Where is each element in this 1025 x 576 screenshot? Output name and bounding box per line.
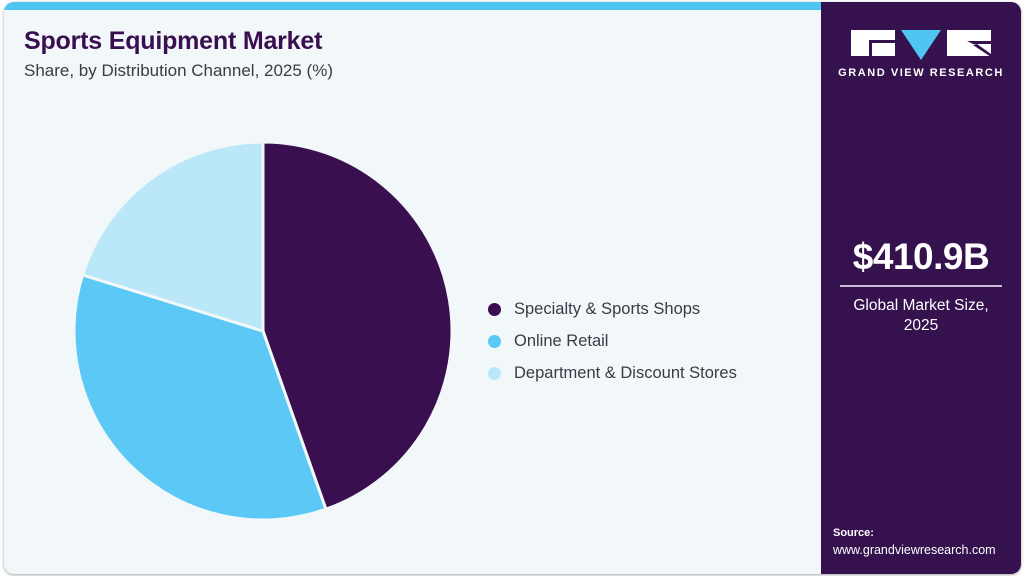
market-size-caption: Global Market Size, 2025: [853, 296, 989, 334]
grand-view-research-logo: GRAND VIEW RESEARCH: [821, 30, 1021, 79]
legend-label: Online Retail: [514, 331, 609, 350]
legend-item[interactable]: Specialty & Sports Shops: [488, 293, 737, 325]
market-size-value: $410.9B: [852, 236, 990, 277]
logo-v-triangle-icon: [901, 30, 941, 60]
top-accent-bar: [4, 2, 821, 10]
legend-color-swatch-icon: [488, 302, 501, 316]
pie-slice[interactable]: [72, 272, 328, 522]
pie-chart-svg: [72, 140, 454, 522]
chart-legend: Specialty & Sports Shops Online Retail Dep…: [488, 293, 737, 389]
legend-color-swatch-icon: [488, 334, 501, 348]
legend-item[interactable]: Online Retail: [488, 325, 737, 357]
legend-label: Specialty & Sports Shops: [514, 299, 701, 318]
sidebar-panel: GRAND VIEW RESEARCH $410.9B Global Marke…: [821, 2, 1021, 574]
pie-chart: [70, 136, 460, 526]
legend-label: Department & Discount Stores: [514, 363, 737, 382]
logo-wordmark: GRAND VIEW RESEARCH: [838, 67, 1004, 79]
market-size-stat: $410.9B Global Market Size, 2025: [821, 236, 1021, 336]
pie-slice[interactable]: [261, 140, 454, 512]
page-subtitle: Share, by Distribution Channel, 2025 (%): [24, 61, 333, 80]
legend-color-swatch-icon: [488, 366, 501, 380]
page-title: Sports Equipment Market: [24, 27, 323, 55]
pie-slice[interactable]: [80, 140, 265, 334]
logo-r-icon: [947, 30, 991, 57]
source-url[interactable]: www.grandviewresearch.com: [833, 543, 996, 558]
source-block: Source: www.grandviewresearch.com: [833, 526, 1015, 559]
logo-g-icon: [851, 30, 895, 56]
stat-divider: [840, 284, 1002, 287]
chart-main-area: Sports Equipment Market Share, by Distri…: [4, 10, 821, 574]
chart-card: Sports Equipment Market Share, by Distri…: [4, 2, 1021, 574]
source-label: Source:: [833, 527, 874, 540]
logo-marks: [821, 30, 1021, 60]
legend-item[interactable]: Department & Discount Stores: [488, 357, 737, 389]
